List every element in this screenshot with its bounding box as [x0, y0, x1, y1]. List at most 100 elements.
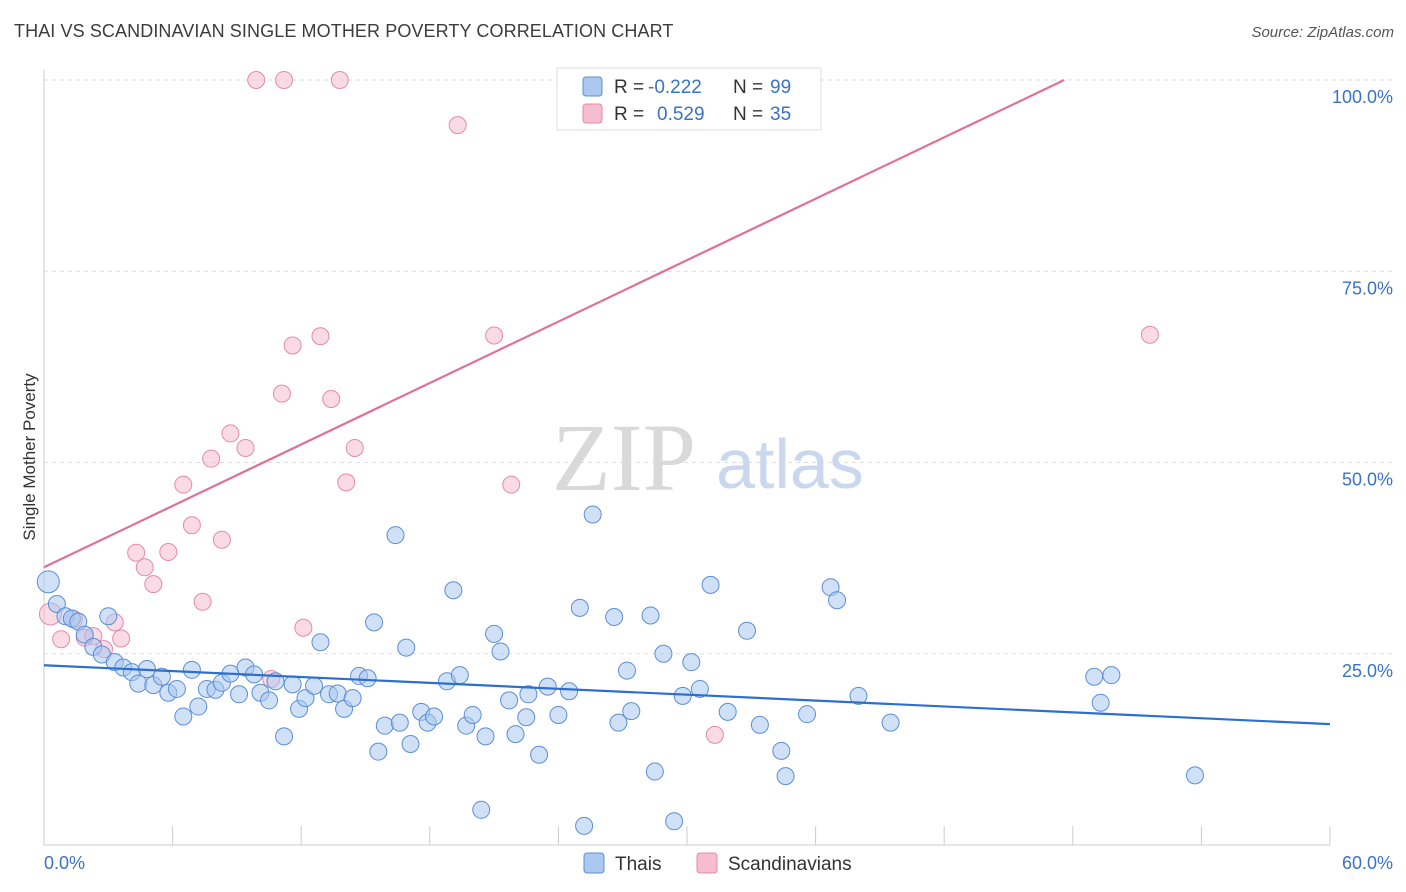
thais-point-52	[425, 707, 444, 726]
scandinavians-point-34	[1140, 325, 1159, 344]
thais-point-54	[444, 581, 463, 600]
thais-point-60	[485, 624, 504, 643]
scandinavians-point-30	[448, 116, 467, 135]
thais-point-1	[47, 595, 66, 614]
scandinavians-point-15	[202, 449, 221, 468]
scandinavians-point-19	[247, 71, 266, 89]
legend-scand-swatch	[582, 103, 603, 124]
thais-point-64	[517, 708, 536, 727]
thais-point-95	[1085, 667, 1104, 686]
thais-point-77	[641, 606, 660, 625]
thais-point-44	[369, 742, 388, 761]
thais-point-38	[328, 684, 347, 703]
thais-point-43	[365, 613, 384, 632]
bottom-legend-scand-swatch	[696, 852, 718, 874]
thais-point-8	[99, 607, 118, 626]
thais-point-55	[450, 666, 469, 685]
legend-thais-n-label: N =	[733, 77, 763, 98]
thais-point-0	[36, 570, 60, 594]
thais-point-71	[575, 816, 594, 835]
y-axis-label: Single Mother Poverty	[20, 373, 39, 541]
scandinavians-point-8	[127, 543, 146, 562]
thais-point-49	[401, 735, 420, 754]
thais-point-82	[682, 653, 701, 672]
thais-point-18	[174, 707, 193, 726]
thais-point-70	[570, 598, 589, 617]
thais-point-90	[798, 705, 817, 724]
x-axis-ticks	[43, 826, 1331, 845]
thais-point-96	[1091, 693, 1110, 712]
thais-point-66	[530, 745, 549, 764]
legend-scand-n-value: 35	[770, 104, 791, 125]
scandinavians-point-23	[283, 336, 302, 355]
scandinavians-point-33	[705, 725, 724, 744]
thais-point-87	[750, 715, 769, 734]
scandinavians-point-25	[311, 327, 330, 346]
thais-point-86	[738, 621, 757, 640]
thais-point-79	[654, 644, 673, 663]
thais-point-94	[881, 713, 900, 732]
thais-point-89	[776, 767, 795, 786]
scandinavians-point-7	[112, 629, 131, 648]
thais-point-62	[500, 691, 519, 710]
thais-point-31	[275, 727, 294, 746]
thais-point-93	[849, 686, 868, 705]
scandinavians-point-17	[221, 424, 240, 443]
bottom-legend-thais-label: Thais	[615, 854, 661, 875]
scandinavians-point-14	[193, 592, 212, 611]
y-tick-label-2: 75.0%	[1342, 278, 1393, 298]
thais-point-63	[506, 725, 525, 744]
thais-point-19	[182, 660, 201, 679]
thais-point-72	[583, 505, 602, 524]
thais-point-58	[472, 800, 491, 819]
thais-point-73	[605, 608, 624, 627]
legend-scand-r-label: R =	[614, 104, 644, 125]
scandinavians-points	[38, 71, 1159, 744]
scandinavians-point-31	[485, 326, 504, 345]
legend: R = -0.222 N = 99 R = 0.529 N = 35	[556, 67, 822, 131]
scandinavians-point-10	[144, 575, 163, 594]
scandinavians-point-21	[272, 384, 291, 403]
thais-point-46	[386, 526, 405, 545]
thais-point-36	[311, 633, 330, 652]
scandinavians-point-9	[135, 558, 154, 577]
thais-point-67	[538, 677, 557, 696]
legend-scand-n-label: N =	[733, 104, 763, 125]
thais-point-83	[690, 679, 709, 698]
thais-point-34	[296, 689, 315, 708]
thais-trend-line	[43, 664, 1331, 726]
scandinavians-point-16	[212, 530, 231, 549]
legend-thais-n-value: 99	[770, 77, 791, 98]
scandinavians-point-12	[174, 475, 193, 494]
thais-point-97	[1102, 666, 1121, 685]
legend-thais-r-label: R =	[614, 77, 644, 98]
thais-point-74	[609, 713, 628, 732]
thais-point-40	[343, 689, 362, 708]
scandinavians-point-28	[337, 473, 356, 492]
thais-point-84	[701, 575, 720, 594]
y-tick-label-3: 100.0%	[1332, 87, 1393, 107]
bottom-legend: Thais Scandinavians	[583, 852, 852, 875]
thais-points	[36, 505, 1204, 835]
source-label: Source: ZipAtlas.com	[1251, 24, 1394, 41]
thais-point-17	[167, 679, 186, 698]
legend-thais-swatch	[582, 76, 603, 97]
scandinavians-point-1	[52, 630, 71, 649]
scandinavians-point-26	[322, 390, 341, 409]
thais-point-5	[75, 625, 94, 644]
thais-point-68	[549, 705, 568, 724]
legend-scand-r-value: 0.529	[657, 104, 705, 125]
thais-point-47	[390, 713, 409, 732]
thais-point-32	[283, 675, 302, 694]
bottom-legend-thais-swatch	[583, 852, 605, 874]
gridlines	[44, 79, 1393, 655]
thais-point-98	[1185, 766, 1204, 785]
thais-point-25	[230, 685, 249, 704]
x-tick-label-min: 0.0%	[44, 853, 85, 873]
scandinavians-trend-line	[43, 79, 1065, 569]
thais-point-69	[560, 682, 579, 701]
thais-point-78	[645, 762, 664, 781]
watermark: ZIP atlas	[552, 404, 864, 511]
thais-point-48	[397, 638, 416, 657]
